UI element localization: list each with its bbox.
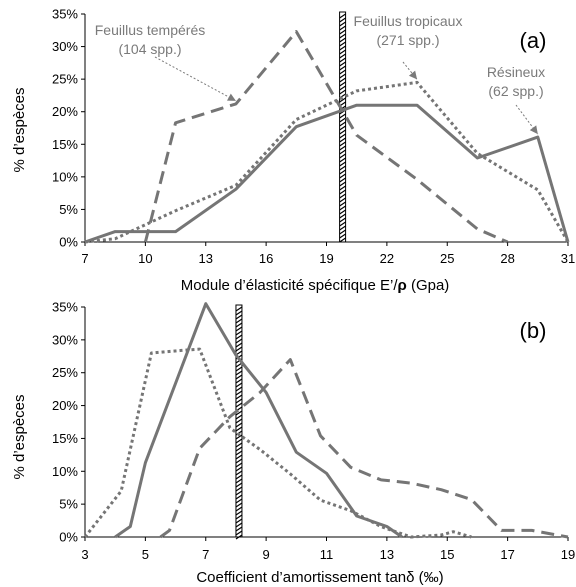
y-tick-label: 5% bbox=[59, 497, 78, 512]
x-tick-label: 19 bbox=[561, 547, 575, 562]
series-line-dotted bbox=[83, 347, 472, 539]
x-tick-label: 22 bbox=[380, 251, 394, 266]
panel-label-b: (b) bbox=[520, 318, 547, 343]
series-line-solid bbox=[84, 103, 570, 244]
annotation-arrowhead bbox=[529, 125, 538, 135]
x-tick-label: 31 bbox=[561, 251, 575, 266]
x-tick-label: 10 bbox=[138, 251, 152, 266]
y-tick-label: 20% bbox=[52, 104, 78, 119]
x-tick-label: 28 bbox=[500, 251, 514, 266]
annotation: Feuillus tropicaux (271 spp.) bbox=[354, 13, 463, 80]
x-tick-label: 11 bbox=[320, 547, 334, 562]
x-tick-label: 15 bbox=[440, 547, 454, 562]
annotation-arrowhead bbox=[226, 93, 236, 101]
threshold-bar bbox=[235, 304, 243, 540]
annotation-text: Résineux bbox=[487, 64, 545, 80]
y-tick-label: 5% bbox=[59, 202, 78, 217]
y-tick-label: 10% bbox=[52, 464, 78, 479]
annotation: Résineux (62 spp.) bbox=[487, 64, 545, 135]
annotation-text: (62 spp.) bbox=[488, 83, 543, 99]
x-tick-label: 7 bbox=[202, 547, 209, 562]
y-tick-label: 0% bbox=[59, 235, 78, 250]
y-tick-label: 30% bbox=[52, 39, 78, 54]
x-axis-label: Coefficient d’amortissement tanδ (‰) bbox=[196, 569, 443, 586]
x-tick-label: 25 bbox=[440, 251, 454, 266]
annotation-text: Feuillus tempérés bbox=[95, 22, 206, 38]
series-line-dashed bbox=[143, 30, 509, 244]
x-tick-label: 19 bbox=[319, 251, 333, 266]
x-tick-label: 17 bbox=[500, 547, 514, 562]
y-tick-label: 25% bbox=[52, 72, 78, 87]
series-line-dotted bbox=[84, 80, 570, 244]
x-tick-label: 13 bbox=[199, 251, 213, 266]
y-tick-label: 35% bbox=[52, 300, 78, 315]
x-tick-label: 7 bbox=[81, 251, 88, 266]
x-axis-label-rho: ρ bbox=[398, 277, 407, 294]
chart-panel-b: % d’espèces Coefficient d’amortissement … bbox=[11, 300, 575, 587]
annotation-text: (271 spp.) bbox=[376, 32, 439, 48]
x-axis-label-prefix: Module d’élasticité spécifique E’/ bbox=[181, 277, 399, 294]
y-tick-label: 20% bbox=[52, 398, 78, 413]
x-tick-label: 3 bbox=[81, 547, 88, 562]
y-tick-label: 30% bbox=[52, 332, 78, 347]
annotation-arrow bbox=[154, 56, 237, 102]
x-tick-label: 13 bbox=[380, 547, 394, 562]
y-tick-label: 0% bbox=[59, 530, 78, 545]
y-tick-label: 35% bbox=[52, 7, 78, 22]
x-tick-label: 5 bbox=[142, 547, 149, 562]
annotation-text: (104 spp.) bbox=[118, 41, 181, 57]
y-axis-label: % d’espèces bbox=[11, 394, 28, 479]
x-axis-label: Module d’élasticité spécifique E’/ρ (Gpa… bbox=[181, 277, 450, 294]
panel-label-a: (a) bbox=[520, 28, 547, 53]
y-tick-label: 25% bbox=[52, 365, 78, 380]
y-tick-label: 15% bbox=[52, 431, 78, 446]
y-axis-label: % d’espèces bbox=[11, 87, 28, 172]
annotation-arrowhead bbox=[408, 70, 418, 80]
annotation: Feuillus tempérés (104 spp.) bbox=[95, 22, 237, 102]
chart-panel-a: % d’espèces Module d’élasticité spécifiq… bbox=[11, 7, 575, 295]
x-tick-label: 9 bbox=[263, 547, 270, 562]
y-tick-label: 10% bbox=[52, 169, 78, 184]
series-line-dashed bbox=[159, 358, 569, 539]
y-tick-label: 15% bbox=[52, 137, 78, 152]
x-axis-label-suffix: (Gpa) bbox=[407, 277, 450, 294]
annotation-text: Feuillus tropicaux bbox=[354, 13, 463, 29]
threshold-bar bbox=[339, 11, 347, 243]
x-tick-label: 16 bbox=[259, 251, 273, 266]
series-line-solid bbox=[114, 302, 403, 539]
